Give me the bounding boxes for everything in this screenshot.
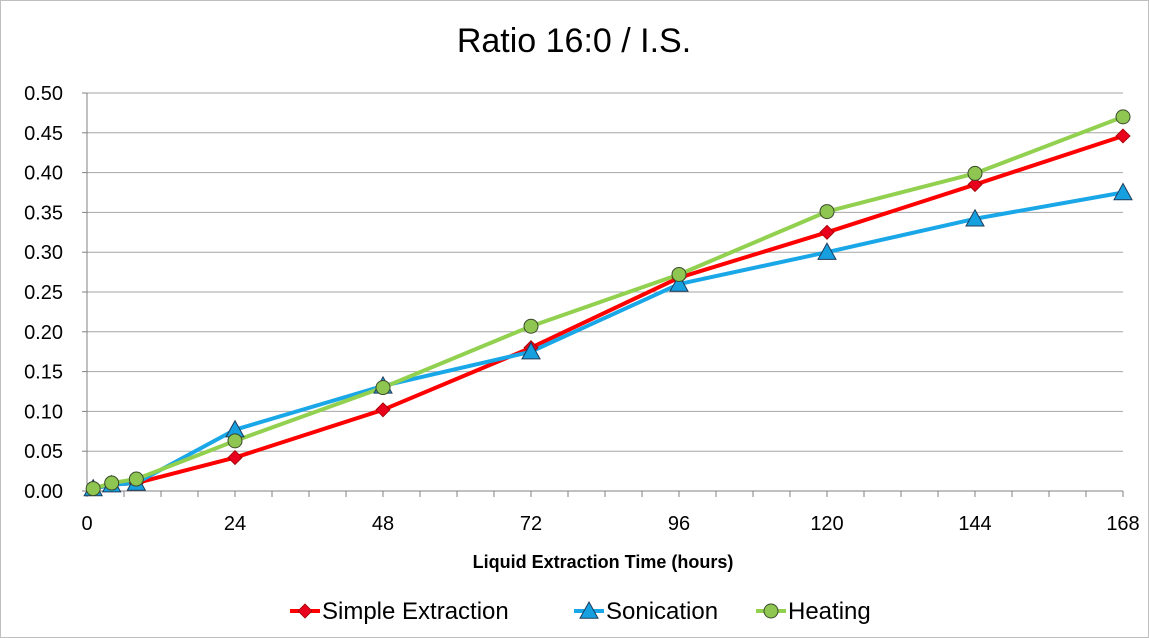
data-point-heating — [128, 471, 144, 487]
axes — [82, 92, 1124, 497]
chart-title: Ratio 16:0 / I.S. — [457, 22, 691, 60]
legend: Simple Extraction Sonication Heating — [290, 598, 871, 625]
x-tick-label: 120 — [810, 513, 843, 535]
y-tick-label: 0.45 — [24, 123, 63, 145]
x-tick-label: 24 — [224, 513, 246, 535]
data-point-sonication — [965, 208, 985, 227]
y-tick-label: 0.15 — [24, 362, 63, 384]
legend-item: Heating — [756, 598, 871, 625]
legend-marker — [579, 600, 599, 619]
x-tick-label: 144 — [958, 513, 991, 535]
x-axis-ticks: 0 24 48 72 96 120 144 168 — [81, 513, 1139, 535]
grid-lines — [87, 92, 1123, 452]
data-point-heating — [375, 380, 391, 396]
x-tick-label: 168 — [1106, 513, 1139, 535]
y-tick-label: 0.00 — [24, 481, 63, 503]
data-point-heating — [819, 204, 835, 220]
data-point-heating — [523, 318, 539, 334]
series-lines — [92, 115, 1124, 491]
x-tick-label: 96 — [668, 513, 690, 535]
x-axis-label: Liquid Extraction Time (hours) — [473, 552, 734, 572]
legend-item: Simple Extraction — [290, 598, 509, 625]
data-point-heating — [85, 481, 101, 497]
data-point-heating — [671, 266, 687, 282]
legend-marker — [763, 603, 779, 619]
y-tick-label: 0.50 — [24, 83, 63, 105]
y-tick-label: 0.35 — [24, 202, 63, 224]
data-point-simple-extraction — [967, 176, 983, 193]
y-tick-label: 0.20 — [24, 322, 63, 344]
data-point-heating — [227, 433, 243, 449]
y-tick-label: 0.40 — [24, 163, 63, 185]
x-tick-label: 0 — [81, 513, 92, 535]
data-point-simple-extraction — [227, 450, 243, 466]
data-point-sonication — [669, 274, 689, 292]
series-line-sonication — [92, 190, 1124, 491]
x-tick-label: 72 — [520, 513, 542, 535]
data-point-heating — [104, 475, 120, 491]
data-point-sonication — [521, 341, 541, 360]
legend-marker — [297, 603, 313, 619]
x-tick-label: 48 — [372, 513, 394, 535]
data-point-sonication — [817, 242, 837, 260]
y-tick-label: 0.30 — [24, 242, 63, 264]
series-line-heating — [92, 115, 1124, 491]
y-tick-label: 0.25 — [24, 282, 63, 304]
data-point-heating — [967, 165, 983, 181]
series-markers — [83, 109, 1133, 497]
data-point-sonication — [1113, 182, 1133, 201]
y-axis-ticks: 0.00 0.05 0.10 0.15 0.20 0.25 0.30 0.35 0.40 0.45… — [24, 83, 63, 503]
data-point-simple-extraction — [1115, 128, 1131, 144]
data-point-simple-extraction — [819, 224, 835, 240]
y-tick-label: 0.10 — [24, 401, 63, 423]
data-point-heating — [1115, 109, 1131, 125]
data-point-simple-extraction — [375, 402, 391, 418]
legend-item: Sonication — [574, 598, 718, 625]
legend-label: Sonication — [606, 598, 718, 625]
y-tick-label: 0.05 — [24, 441, 63, 463]
legend-label: Simple Extraction — [322, 598, 509, 625]
legend-label: Heating — [788, 598, 871, 625]
